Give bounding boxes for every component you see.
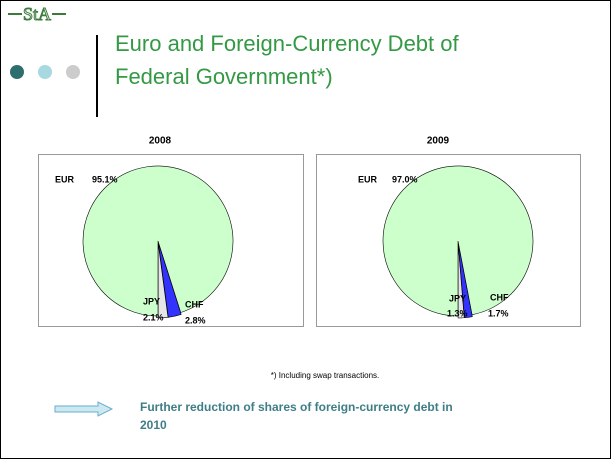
pie-slice	[82, 165, 234, 317]
slice-label: EUR	[358, 174, 378, 184]
slice-value: 95.1%	[92, 174, 118, 184]
slice-label: CHF	[490, 292, 509, 302]
note-text: Further reduction of shares of foreign-c…	[140, 400, 453, 414]
slice-label: CHF	[185, 299, 204, 309]
chart-title: 2008	[149, 136, 172, 147]
dot	[10, 65, 24, 79]
slice-value: 2.8%	[185, 315, 206, 325]
slide-title: Federal Government*)	[115, 64, 333, 89]
pie-slice	[157, 242, 169, 319]
pie-slice	[158, 242, 182, 318]
footnote: *) Including swap transactions.	[271, 371, 380, 380]
slice-label: EUR	[55, 174, 75, 184]
arrow	[54, 401, 114, 417]
chart-title: 2009	[427, 136, 450, 147]
slice-value: 1.7%	[488, 308, 509, 318]
slide-title: Euro and Foreign-Currency Debt of	[115, 31, 459, 56]
dot	[38, 65, 52, 79]
logo-text: StA	[23, 4, 51, 24]
slice-value: 2.1%	[143, 312, 164, 322]
pie-slice	[382, 165, 534, 317]
slice-label: JPY	[143, 296, 160, 306]
logo: StA	[8, 4, 66, 25]
slice-label: JPY	[449, 293, 466, 303]
slice-value: 1.3%	[447, 308, 468, 318]
note-text: 2010	[140, 418, 167, 432]
slice-value: 97.0%	[392, 174, 418, 184]
dot	[66, 65, 80, 79]
